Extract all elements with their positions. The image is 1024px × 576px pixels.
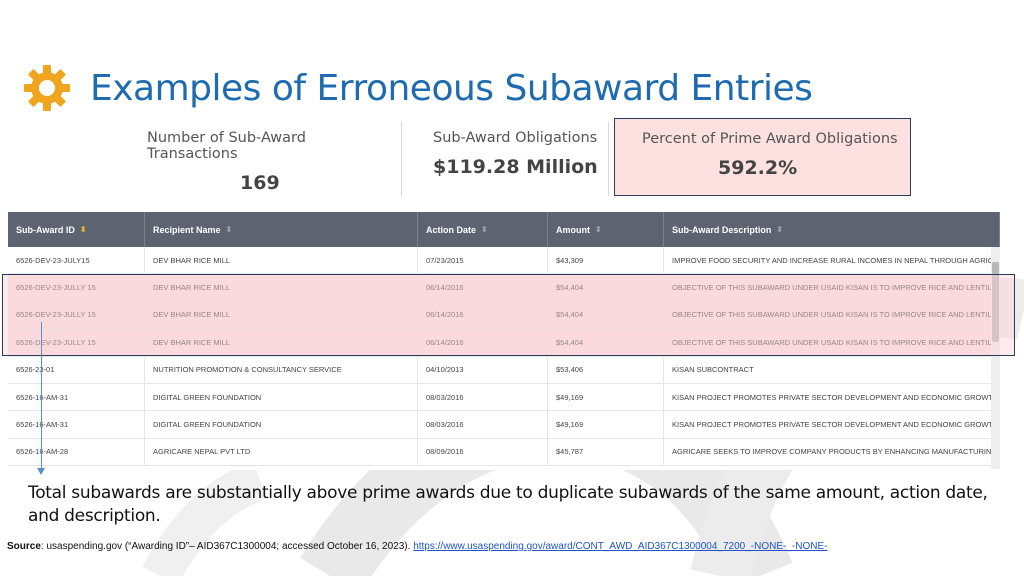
cell-action-date: 08/09/2016 xyxy=(418,438,548,466)
cell-action-date: 06/14/2016 xyxy=(418,329,548,356)
caption: Total subawards are substantially above … xyxy=(28,483,988,526)
cell-recipient-name: DIGITAL GREEN FOUNDATION xyxy=(145,383,418,411)
cell-action-date: 07/23/2015 xyxy=(418,247,548,274)
table-row[interactable]: 6526-DEV-23-JULLY 15 DEV BHAR RICE MILL 06… xyxy=(8,329,1000,357)
table-header: Sub-Award ID ⬍ Recipient Name ⬍ Action Dat… xyxy=(8,212,1000,247)
gear-icon xyxy=(24,65,70,111)
cell-action-date: 08/03/2016 xyxy=(418,383,548,411)
stat-label: Sub-Award Obligations xyxy=(433,130,598,146)
sort-icon[interactable]: ⬍ xyxy=(79,224,87,234)
cell-description: KISAN PROJECT PROMOTES PRIVATE SECTOR DE… xyxy=(664,383,1000,411)
sort-icon[interactable]: ⬍ xyxy=(225,224,233,234)
sort-icon[interactable]: ⬍ xyxy=(595,224,602,234)
cell-amount: $45,787 xyxy=(548,438,664,466)
source-label: Source xyxy=(7,541,41,552)
column-header-recipient-name[interactable]: Recipient Name ⬍ xyxy=(145,212,418,247)
table-scroll-thumb[interactable] xyxy=(992,262,999,342)
stat-subaward-transactions: Number of Sub-Award Transactions 169 xyxy=(147,118,387,196)
cell-subaward-id: 6526-23-01 xyxy=(8,356,145,383)
arrow-head-icon xyxy=(37,468,45,475)
stat-percent-prime-obligations: Percent of Prime Award Obligations 592.2… xyxy=(614,118,911,196)
cell-amount: $53,406 xyxy=(548,356,664,383)
cell-recipient-name: DEV BHAR RICE MILL xyxy=(145,247,418,274)
stat-value: 592.2% xyxy=(718,157,798,179)
title-row: Examples of Erroneous Subaward Entries xyxy=(22,58,813,118)
duplicate-rows-highlight xyxy=(2,274,1015,356)
annotation-arrow xyxy=(41,322,42,472)
cell-description: KISAN SUBCONTRACT xyxy=(664,356,1000,383)
cell-recipient-name: DEV BHAR RICE MILL xyxy=(145,301,418,329)
table-row[interactable]: 6526-DEV-23-JULY15 DEV BHAR RICE MILL 07/2… xyxy=(8,247,1000,275)
cell-description: KISAN PROJECT PROMOTES PRIVATE SECTOR DE… xyxy=(664,411,1000,438)
cell-recipient-name: DEV BHAR RICE MILL xyxy=(145,274,418,301)
source-text: : usaspending.gov (“Awarding ID”– AID367… xyxy=(40,541,411,552)
subaward-table: Sub-Award ID ⬍ Recipient Name ⬍ Action Dat… xyxy=(8,212,1000,470)
table-row[interactable]: 6526-DEV-23-JULLY 15 DEV BHAR RICE MILL 06… xyxy=(8,301,1000,330)
column-header-action-date[interactable]: Action Date ⬍ xyxy=(418,212,548,247)
stat-value: 169 xyxy=(240,172,280,194)
column-header-amount[interactable]: Amount ⬍ xyxy=(548,212,664,247)
table-body: 6526-DEV-23-JULY15 DEV BHAR RICE MILL 07/2… xyxy=(8,247,1000,467)
sort-icon[interactable]: ⬍ xyxy=(776,224,784,234)
stat-label: Number of Sub-Award Transactions xyxy=(147,130,306,162)
cell-action-date: 06/14/2016 xyxy=(418,274,548,301)
cell-recipient-name: NUTRITION PROMOTION & CONSULTANCY SERVIC… xyxy=(145,356,418,383)
stat-value: $119.28 Million xyxy=(433,156,598,178)
stat-label: Percent of Prime Award Obligations xyxy=(642,131,898,147)
cell-subaward-id: 6526-16-AM-31 xyxy=(8,411,145,438)
table-row[interactable]: 6526-DEV-23-JULLY 15 DEV BHAR RICE MILL 06… xyxy=(8,274,1000,302)
cell-amount: $54,404 xyxy=(548,329,664,356)
stat-divider xyxy=(608,122,609,196)
sort-icon[interactable]: ⬍ xyxy=(481,224,488,234)
cell-action-date: 04/10/2013 xyxy=(418,356,548,383)
cell-description: IMPROVE FOOD SECURITY AND INCREASE RURAL… xyxy=(664,247,1000,274)
cell-subaward-id: 6526-DEV-23-JULY15 xyxy=(8,247,145,274)
table-row[interactable]: 6526-16-AM-28 AGRICARE NEPAL PVT LTD 08/09… xyxy=(8,438,1000,467)
cell-subaward-id: 6526-DEV-23-JULLY 15 xyxy=(8,274,145,301)
table-row[interactable]: 6526-16-AM-31 DIGITAL GREEN FOUNDATION 08/… xyxy=(8,383,1000,412)
cell-amount: $54,404 xyxy=(548,301,664,329)
cell-recipient-name: DIGITAL GREEN FOUNDATION xyxy=(145,411,418,438)
table-scrollbar[interactable] xyxy=(991,247,1000,469)
source-note: Source: usaspending.gov (“Awarding ID”– … xyxy=(7,541,827,552)
cell-recipient-name: AGRICARE NEPAL PVT LTD xyxy=(145,438,418,466)
cell-action-date: 06/14/2016 xyxy=(418,301,548,329)
cell-subaward-id: 6526-16-AM-31 xyxy=(8,383,145,411)
column-header-description[interactable]: Sub-Award Description ⬍ xyxy=(664,212,1000,247)
cell-amount: $54,404 xyxy=(548,274,664,301)
cell-subaward-id: 6526-DEV-23-JULLY 15 xyxy=(8,301,145,329)
table-row[interactable]: 6526-16-AM-31 DIGITAL GREEN FOUNDATION 08/… xyxy=(8,411,1000,439)
cell-subaward-id: 6526-16-AM-28 xyxy=(8,438,145,466)
stat-divider xyxy=(401,122,402,196)
cell-subaward-id: 6526-DEV-23-JULLY 15 xyxy=(8,329,145,356)
cell-amount: $43,309 xyxy=(548,247,664,274)
stat-subaward-obligations: Sub-Award Obligations $119.28 Million xyxy=(433,118,603,196)
cell-amount: $49,169 xyxy=(548,411,664,438)
cell-action-date: 08/03/2016 xyxy=(418,411,548,438)
cell-recipient-name: DEV BHAR RICE MILL xyxy=(145,329,418,356)
page-title: Examples of Erroneous Subaward Entries xyxy=(90,67,813,109)
source-link[interactable]: https://www.usaspending.gov/award/CONT_A… xyxy=(413,541,828,552)
table-row[interactable]: 6526-23-01 NUTRITION PROMOTION & CONSULTA… xyxy=(8,356,1000,384)
cell-amount: $49,169 xyxy=(548,383,664,411)
cell-description: AGRICARE SEEKS TO IMPROVE COMPANY PRODUC… xyxy=(664,438,1000,466)
column-header-subaward-id[interactable]: Sub-Award ID ⬍ xyxy=(8,212,145,247)
